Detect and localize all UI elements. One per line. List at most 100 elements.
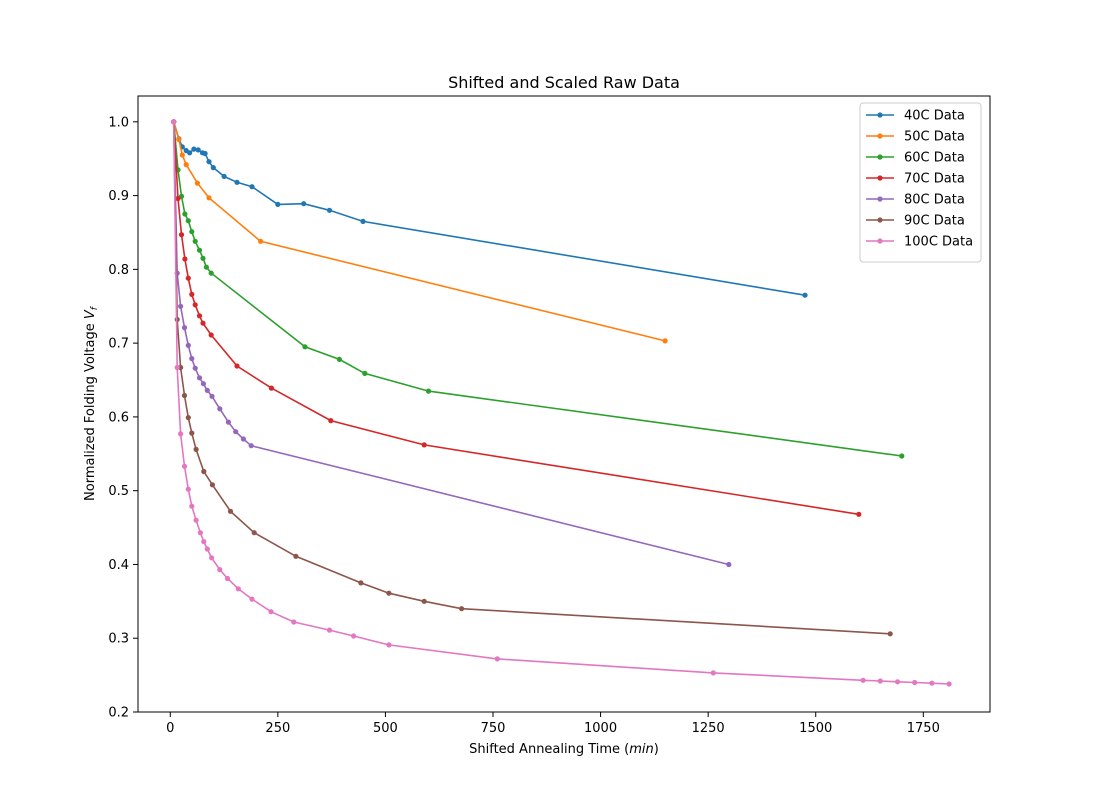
data-point — [174, 364, 180, 371]
x-tick-label: 1750 — [907, 721, 940, 736]
data-point — [856, 511, 862, 517]
legend-label: 40C Data — [904, 109, 965, 124]
data-point — [189, 229, 195, 235]
data-point — [209, 482, 215, 488]
data-point — [193, 517, 199, 523]
data-point — [726, 561, 732, 568]
series-line — [172, 121, 902, 457]
data-point — [178, 232, 185, 238]
data-point — [662, 338, 668, 344]
data-point — [362, 370, 368, 376]
y-tick-label: 0.6 — [108, 410, 129, 425]
data-point — [459, 606, 465, 612]
x-tick-label: 250 — [265, 721, 290, 736]
data-point — [912, 679, 918, 686]
series-2 — [171, 119, 905, 459]
data-point — [175, 195, 181, 202]
data-point — [204, 387, 210, 393]
data-point — [200, 381, 206, 387]
data-point — [195, 147, 201, 153]
data-point — [189, 503, 195, 509]
x-axis: 0 250 500 750 1000 1250 1500 1750 — [166, 712, 940, 736]
data-point — [182, 211, 188, 217]
data-point — [268, 609, 274, 615]
x-tick-label: 500 — [373, 721, 398, 736]
data-point — [181, 463, 188, 469]
data-point — [291, 619, 297, 625]
data-point — [189, 430, 195, 436]
data-point — [210, 165, 216, 171]
legend-marker — [877, 217, 883, 223]
data-point — [227, 508, 234, 514]
legend-label: 70C Data — [904, 172, 965, 187]
series-6 — [171, 119, 952, 687]
x-tick-label: 1250 — [692, 721, 725, 736]
legend-box — [859, 102, 982, 263]
y-tick-label: 0.9 — [108, 189, 129, 204]
data-point — [386, 642, 392, 648]
data-point — [326, 207, 333, 213]
data-point — [196, 313, 203, 319]
data-point — [351, 633, 357, 639]
data-point — [421, 442, 427, 448]
data-point — [181, 325, 188, 331]
series-5 — [171, 119, 893, 637]
x-tick-label: 1500 — [799, 721, 832, 736]
data-point — [240, 436, 246, 442]
data-point — [860, 677, 866, 683]
x-tick-label: 1000 — [584, 721, 617, 736]
data-point — [421, 598, 427, 604]
data-point — [425, 388, 432, 394]
data-point — [877, 678, 883, 684]
series-4 — [171, 119, 732, 568]
data-point — [326, 627, 333, 633]
y-tick-label: 1.0 — [108, 115, 129, 130]
data-point — [887, 631, 893, 637]
data-point — [194, 180, 200, 186]
data-point — [234, 363, 240, 369]
series-line — [172, 121, 859, 516]
data-point — [946, 681, 952, 687]
plot-frame — [137, 95, 991, 713]
data-point — [196, 375, 203, 381]
legend-label: 80C Data — [904, 193, 965, 208]
plot-area — [171, 119, 952, 687]
y-tick-label: 0.2 — [108, 706, 129, 721]
series-1 — [171, 119, 668, 344]
data-point — [196, 247, 203, 253]
y-tick-label: 0.8 — [108, 263, 129, 278]
data-point — [248, 443, 254, 449]
data-point — [249, 596, 255, 602]
data-point — [251, 530, 257, 536]
data-point — [201, 468, 207, 475]
series-line — [172, 121, 806, 296]
legend-marker — [877, 196, 883, 202]
legend-label: 50C Data — [904, 130, 965, 145]
x-tick-label: 750 — [481, 721, 506, 736]
data-point — [200, 320, 206, 326]
legend-marker — [877, 154, 883, 160]
y-tick-label: 0.7 — [108, 337, 129, 352]
data-point — [209, 393, 215, 399]
data-point — [200, 255, 206, 261]
data-point — [221, 173, 227, 179]
series-line — [172, 121, 891, 635]
data-point — [302, 344, 308, 350]
y-tick-label: 0.3 — [108, 632, 129, 647]
legend-marker — [877, 175, 883, 181]
legend-marker — [877, 238, 883, 244]
data-point — [201, 539, 207, 545]
data-point — [224, 575, 231, 582]
legend: 40C Data 50C Data 60C Data 70C Data 80C Data… — [859, 102, 982, 263]
data-point — [358, 580, 364, 586]
data-point — [206, 159, 212, 165]
data-point — [179, 152, 185, 158]
data-point — [209, 555, 215, 561]
series-line — [172, 121, 950, 685]
data-point — [225, 419, 231, 425]
data-point — [275, 201, 281, 207]
data-point — [234, 179, 240, 185]
data-point — [899, 453, 905, 459]
data-point — [192, 365, 198, 371]
data-point — [293, 553, 299, 559]
